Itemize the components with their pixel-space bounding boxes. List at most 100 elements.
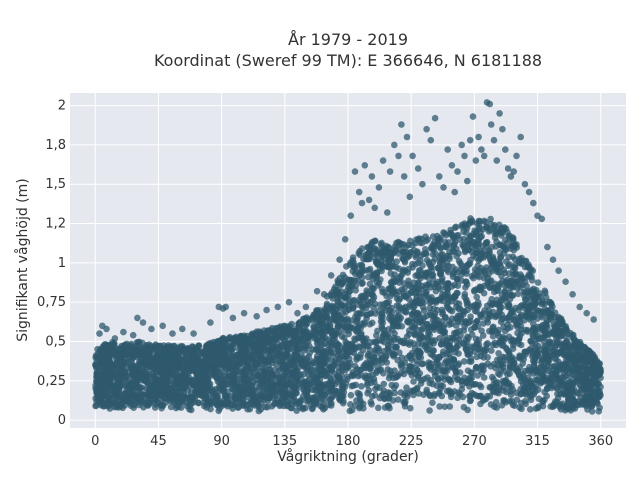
data-point — [464, 237, 471, 245]
data-point — [359, 294, 367, 301]
data-point — [301, 327, 309, 335]
data-point — [107, 392, 115, 399]
data-point — [371, 391, 379, 399]
data-point — [374, 282, 382, 289]
data-point — [349, 268, 357, 275]
data-point — [340, 397, 347, 405]
data-point — [495, 389, 502, 397]
data-point — [228, 345, 235, 353]
data-point — [320, 353, 327, 360]
data-point — [397, 272, 405, 280]
data-point — [440, 348, 447, 356]
data-point — [502, 399, 510, 406]
data-point — [423, 273, 431, 281]
data-point — [97, 346, 105, 354]
data-point — [310, 323, 317, 330]
data-point — [413, 385, 421, 393]
data-point — [345, 293, 352, 300]
data-point — [173, 399, 181, 406]
data-point — [371, 245, 379, 252]
data-point — [449, 273, 457, 281]
data-point — [488, 347, 495, 355]
data-point — [119, 397, 127, 405]
data-point — [352, 287, 360, 294]
data-point — [449, 248, 457, 255]
data-point — [455, 350, 462, 357]
data-point — [412, 260, 419, 268]
data-point — [380, 304, 387, 312]
data-point — [358, 383, 365, 390]
data-point — [407, 404, 414, 412]
data-point — [219, 372, 227, 379]
data-point — [124, 373, 131, 381]
data-point — [513, 321, 520, 329]
data-point — [512, 304, 519, 312]
data-point — [305, 397, 312, 404]
data-point — [535, 307, 542, 315]
data-point — [416, 239, 424, 246]
data-point — [401, 257, 408, 265]
data-point — [543, 374, 550, 382]
data-point — [499, 228, 507, 235]
data-point — [462, 284, 469, 291]
data-point — [94, 388, 101, 396]
data-point — [431, 337, 439, 344]
data-point — [382, 299, 390, 307]
data-point — [480, 374, 488, 381]
data-point — [462, 223, 470, 230]
data-point — [543, 357, 551, 365]
data-point — [436, 403, 443, 410]
data-point — [487, 401, 495, 408]
data-point — [592, 398, 600, 405]
data-point — [228, 392, 236, 400]
data-point — [558, 378, 566, 386]
data-point — [453, 344, 460, 352]
data-point — [460, 358, 468, 365]
data-point — [545, 310, 553, 317]
data-point — [373, 332, 380, 339]
data-point — [534, 404, 542, 412]
data-point — [436, 237, 444, 244]
data-point — [420, 307, 428, 315]
data-point — [407, 248, 415, 256]
data-point — [502, 246, 510, 254]
data-point — [571, 405, 579, 412]
data-point — [379, 247, 387, 255]
data-point — [546, 298, 554, 306]
data-point — [243, 350, 250, 357]
data-point — [488, 301, 496, 309]
data-point — [214, 337, 222, 345]
data-point — [503, 279, 511, 287]
data-point — [326, 396, 334, 404]
data-point — [529, 332, 536, 339]
data-point — [504, 303, 512, 311]
data-point — [327, 374, 334, 382]
data-point — [253, 335, 260, 342]
data-point — [474, 262, 482, 270]
data-point — [475, 392, 482, 400]
data-point — [128, 386, 135, 394]
data-point — [557, 328, 565, 335]
data-point — [441, 403, 449, 411]
data-point — [374, 363, 382, 371]
data-point — [347, 317, 355, 324]
data-point — [204, 382, 212, 390]
data-point — [143, 352, 151, 359]
data-point — [485, 271, 492, 278]
data-point — [248, 374, 256, 381]
data-point — [484, 280, 491, 288]
data-point — [94, 353, 102, 361]
data-point — [204, 399, 212, 406]
data-point — [156, 342, 163, 350]
data-point — [381, 395, 388, 402]
data-point — [523, 282, 530, 290]
data-point — [388, 304, 396, 312]
data-point — [97, 394, 105, 401]
data-point — [223, 336, 231, 344]
data-point — [465, 319, 473, 326]
data-point — [547, 363, 555, 371]
data-point — [489, 308, 497, 316]
data-point — [526, 368, 534, 375]
data-point — [541, 388, 548, 396]
data-point — [334, 378, 342, 386]
